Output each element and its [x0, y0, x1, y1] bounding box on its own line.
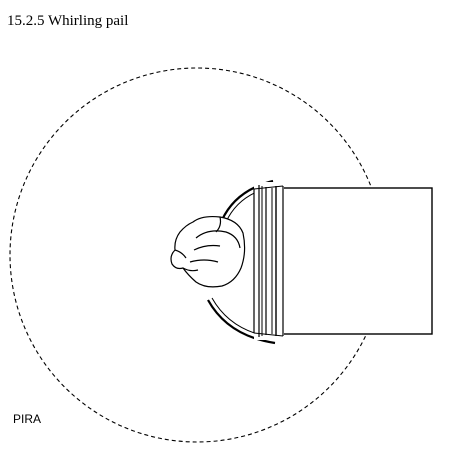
- hand: [170, 215, 246, 288]
- figure-title: 15.2.5 Whirling pail: [7, 13, 129, 29]
- credit-label: PIRA: [13, 412, 42, 426]
- pail-rim: [253, 182, 284, 340]
- pail-body: [282, 187, 433, 335]
